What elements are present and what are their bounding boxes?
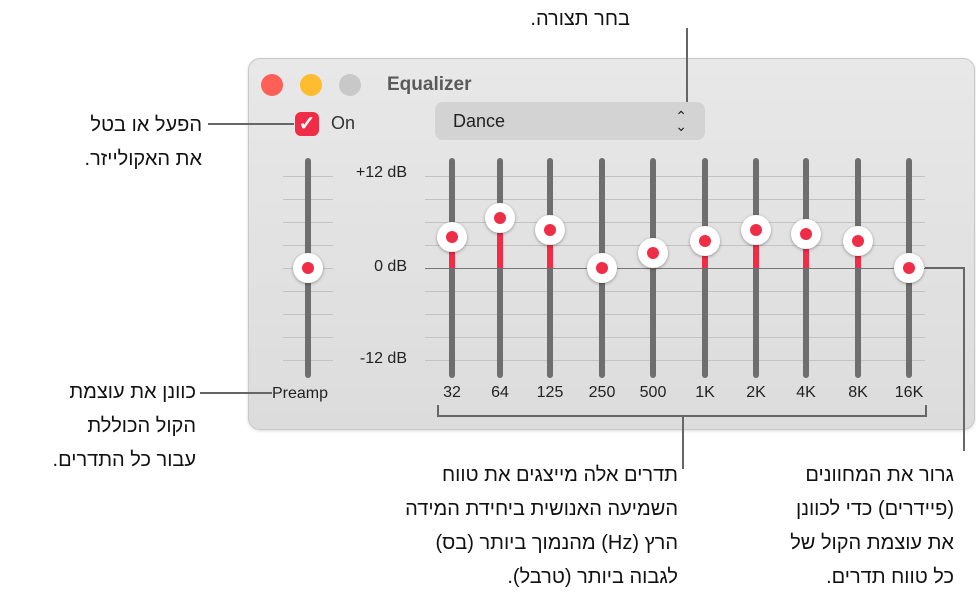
band-slider-2K-track[interactable]	[753, 158, 759, 378]
label-plus-12: +12 dB	[355, 164, 407, 181]
band-slider-16K-label: 16K	[894, 384, 924, 401]
band-slider-1K-track[interactable]	[702, 158, 708, 378]
band-slider-16K-knob[interactable]	[894, 253, 924, 283]
band-gridline	[425, 176, 925, 177]
band-gridline	[425, 314, 925, 315]
band-slider-64-knob[interactable]	[485, 203, 515, 234]
on-checkbox[interactable]: ✓	[295, 112, 319, 136]
band-gridline	[425, 222, 925, 223]
band-gridline	[425, 337, 925, 338]
band-slider-125-level	[547, 229, 553, 268]
preset-callout-line	[686, 28, 688, 102]
on-label: On	[331, 113, 356, 133]
band-slider-32-label: 32	[443, 384, 461, 401]
preamp-callout-line	[200, 392, 272, 394]
band-slider-125-label: 125	[536, 384, 564, 401]
close-button[interactable]	[261, 74, 283, 96]
band-slider-8K-knob[interactable]	[843, 226, 873, 257]
band-gridline	[425, 199, 925, 200]
toggle-callout-line	[208, 123, 294, 125]
band-slider-4K-level	[803, 233, 809, 268]
band-slider-64-level	[497, 218, 503, 268]
annotation-preset: בחר תצורה.	[530, 8, 630, 30]
band-slider-1K-knob[interactable]	[690, 226, 720, 257]
band-slider-4K-knob[interactable]	[791, 218, 821, 249]
zoom-button[interactable]	[339, 74, 361, 96]
band-slider-500-track[interactable]	[650, 158, 656, 378]
band-slider-2K-label: 2K	[746, 384, 766, 401]
label-minus-12: -12 dB	[359, 350, 407, 367]
band-slider-500-label: 500	[639, 384, 667, 401]
bands-bracket	[437, 405, 927, 417]
sliders-callout-line-v	[963, 267, 965, 451]
band-slider-500-knob[interactable]	[638, 237, 668, 268]
band-gridline	[425, 268, 925, 269]
band-slider-8K-label: 8K	[848, 384, 868, 401]
label-0: 0 dB	[374, 258, 407, 275]
band-slider-2K-level	[753, 229, 759, 268]
band-slider-8K-track[interactable]	[855, 158, 861, 378]
checkmark-icon: ✓	[298, 113, 316, 135]
annotation-bands: תדרים אלה מייצגים את טווח השמיעה האנושית …	[405, 464, 678, 588]
band-slider-2K-knob[interactable]	[741, 214, 771, 245]
band-slider-64-label: 64	[491, 384, 509, 401]
band-slider-1K-label: 1K	[695, 384, 715, 401]
sliders-callout-line-h	[925, 267, 965, 269]
preamp-slider-knob[interactable]	[293, 253, 323, 283]
minimize-button[interactable]	[300, 74, 322, 96]
band-gridline	[425, 291, 925, 292]
band-slider-32-knob[interactable]	[437, 222, 467, 253]
window-title: Equalizer	[387, 74, 472, 95]
band-slider-64-track[interactable]	[497, 158, 503, 378]
band-gridline	[425, 360, 925, 361]
band-slider-4K-label: 4K	[796, 384, 816, 401]
annotation-preamp: כוונן את עוצמת הקול הכוללת עבור כל התדרים.	[52, 381, 196, 471]
band-gridline	[425, 245, 925, 246]
band-slider-32-track[interactable]	[449, 158, 455, 378]
band-slider-250-label: 250	[588, 384, 616, 401]
annotation-toggle: הפעל או בטל את האקולייזר.	[84, 114, 202, 170]
band-slider-32-level	[449, 237, 455, 268]
band-slider-4K-track[interactable]	[803, 158, 809, 378]
annotation-sliders: גרור את המחוונים (פיידרים) כדי לכוונן את ע…	[790, 464, 954, 588]
band-slider-125-knob[interactable]	[535, 214, 565, 245]
preset-dropdown[interactable]: Dance ⌃ ⌄	[435, 102, 705, 140]
band-slider-250-knob[interactable]	[587, 253, 617, 283]
bands-callout-line	[682, 417, 684, 469]
preamp-label: Preamp	[272, 385, 329, 402]
band-slider-125-track[interactable]	[547, 158, 553, 378]
chevron-up-down-icon: ⌃ ⌄	[675, 108, 687, 134]
preset-value: Dance	[453, 110, 506, 131]
